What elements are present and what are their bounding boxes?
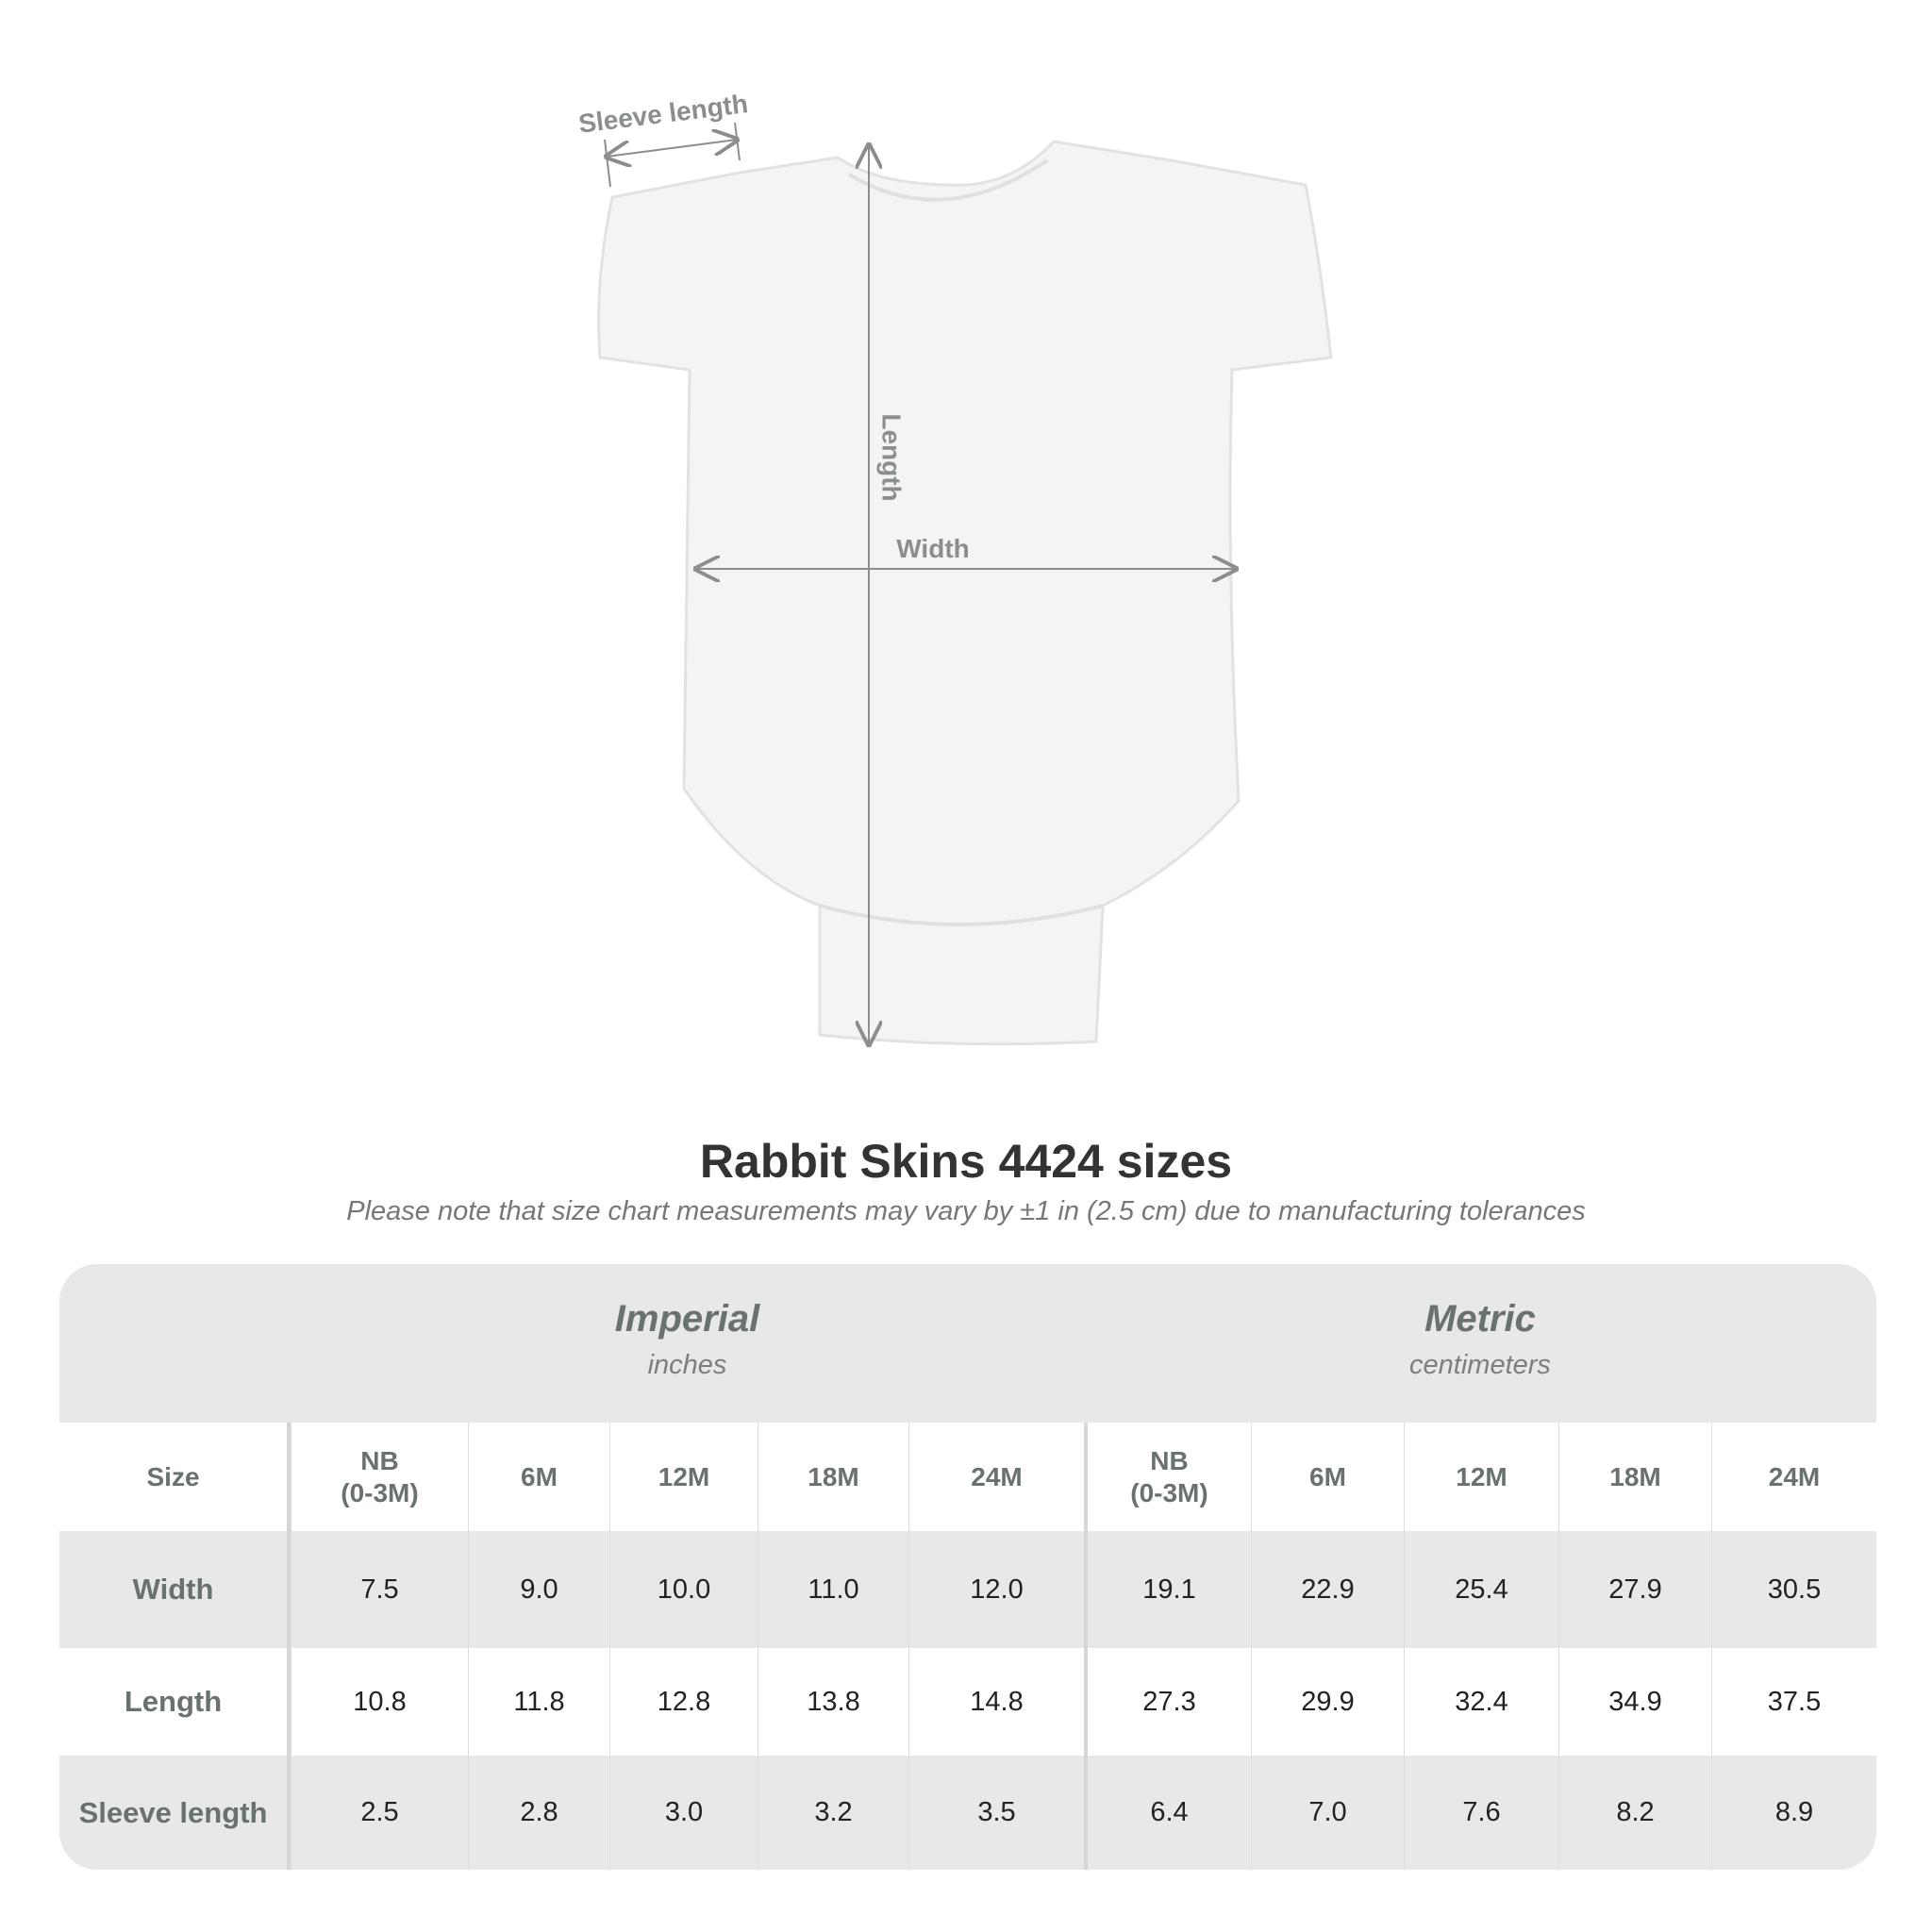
- imperial-unit: inches: [647, 1350, 727, 1380]
- length-label: Length: [877, 413, 907, 501]
- imperial-value: 3.0: [609, 1756, 758, 1870]
- size-table: Imperial inches Metric centimeters Size N…: [59, 1264, 1876, 1870]
- size-column-header: 24M: [908, 1423, 1084, 1531]
- metric-value: 7.6: [1404, 1756, 1558, 1870]
- tolerance-note: Please note that size chart measurements…: [346, 1196, 1586, 1226]
- onesie-measurement-diagram: Sleeve length Length Width: [577, 89, 1333, 1085]
- table-row: Sleeve length 2.5 2.8 3.0 3.2 3.5 6.4 7.0 7.6 8.2…: [59, 1756, 1876, 1870]
- metric-value: 32.4: [1404, 1648, 1558, 1756]
- size-column-header: 12M: [609, 1423, 758, 1531]
- metric-value: 30.5: [1711, 1531, 1876, 1648]
- page-title: Rabbit Skins 4424 sizes: [699, 1135, 1233, 1188]
- metric-label: Metric: [1424, 1298, 1536, 1340]
- table-row: Width 7.5 9.0 10.0 11.0 12.0 19.1 22.9 25.4 27.9 3…: [59, 1531, 1876, 1648]
- row-label: Sleeve length: [59, 1756, 291, 1870]
- metric-value: 22.9: [1251, 1531, 1404, 1648]
- metric-value: 8.9: [1711, 1756, 1876, 1870]
- size-header: Size: [59, 1423, 291, 1531]
- imperial-value: 12.0: [908, 1531, 1084, 1648]
- row-label: Length: [59, 1648, 291, 1756]
- imperial-label: Imperial: [614, 1298, 760, 1340]
- leg-opening-seam: [819, 904, 1104, 926]
- size-column-header: 24M: [1711, 1423, 1876, 1531]
- imperial-value: 3.5: [908, 1756, 1084, 1870]
- table-header-row: Size NB (0-3M) 6M 12M 18M 24M NB (0-3M) 6M 12M 18…: [59, 1423, 1876, 1531]
- size-column-header: 18M: [758, 1423, 908, 1531]
- sleeve-tick-right: [734, 122, 741, 161]
- metric-unit: centimeters: [1409, 1350, 1551, 1380]
- imperial-value: 3.2: [758, 1756, 908, 1870]
- metric-value: 27.9: [1558, 1531, 1711, 1648]
- table-row: Length 10.8 11.8 12.8 13.8 14.8 27.3 29.9 32.4 34…: [59, 1648, 1876, 1756]
- width-label: Width: [896, 534, 970, 563]
- imperial-value: 10.8: [291, 1648, 468, 1756]
- metric-value: 29.9: [1251, 1648, 1404, 1756]
- sleeve-length-label: Sleeve length: [577, 89, 750, 139]
- metric-value: 7.0: [1251, 1756, 1404, 1870]
- row-label: Width: [59, 1531, 291, 1648]
- metric-value: 34.9: [1558, 1648, 1711, 1756]
- size-column-header: 18M: [1558, 1423, 1711, 1531]
- onesie-garment: [597, 140, 1333, 1046]
- imperial-value: 2.5: [291, 1756, 468, 1870]
- imperial-value: 14.8: [908, 1648, 1084, 1756]
- imperial-value: 12.8: [609, 1648, 758, 1756]
- size-column-header: NB (0-3M): [291, 1423, 468, 1531]
- metric-value: 8.2: [1558, 1756, 1711, 1870]
- imperial-value: 13.8: [758, 1648, 908, 1756]
- metric-value: 37.5: [1711, 1648, 1876, 1756]
- sleeve-arrow: [607, 140, 737, 157]
- size-column-header: 6M: [1251, 1423, 1404, 1531]
- imperial-value: 11.8: [468, 1648, 609, 1756]
- size-column-header: 12M: [1404, 1423, 1558, 1531]
- imperial-value: 2.8: [468, 1756, 609, 1870]
- metric-value: 19.1: [1084, 1531, 1251, 1648]
- imperial-value: 11.0: [758, 1531, 908, 1648]
- size-column-header: 6M: [468, 1423, 609, 1531]
- metric-header: Metric centimeters: [1084, 1264, 1876, 1423]
- imperial-value: 7.5: [291, 1531, 468, 1648]
- imperial-header: Imperial inches: [291, 1264, 1084, 1423]
- sleeve-tick-left: [604, 139, 611, 188]
- imperial-value: 9.0: [468, 1531, 609, 1648]
- metric-value: 6.4: [1084, 1756, 1251, 1870]
- metric-value: 27.3: [1084, 1648, 1251, 1756]
- metric-value: 25.4: [1404, 1531, 1558, 1648]
- imperial-value: 10.0: [609, 1531, 758, 1648]
- size-column-header: NB (0-3M): [1084, 1423, 1251, 1531]
